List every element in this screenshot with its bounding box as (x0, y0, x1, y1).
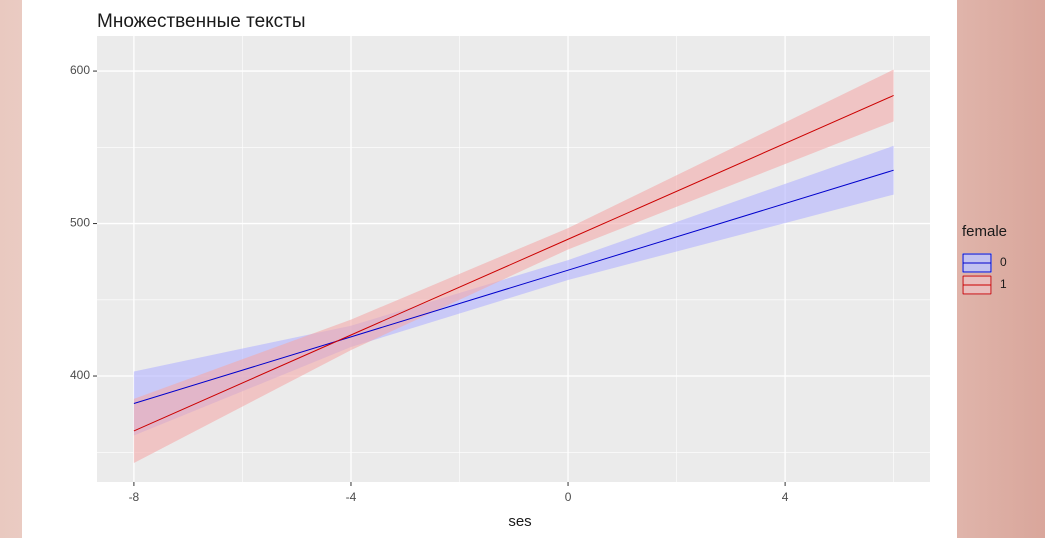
legend-label: 1 (1000, 277, 1007, 291)
x-tick-label: 4 (782, 490, 789, 504)
x-tick-label: 0 (565, 490, 572, 504)
line (133, 169, 894, 404)
x-tick-label: -4 (346, 490, 357, 504)
x-tick-label: -8 (129, 490, 140, 504)
confidence-band (133, 69, 894, 463)
line (133, 95, 894, 432)
legend-title: female (962, 223, 1007, 240)
chart-title: Множественные тексты (97, 11, 306, 32)
y-tick-label: 600 (70, 63, 90, 77)
legend-label: 0 (1000, 255, 1007, 269)
y-tick-label: 500 (70, 216, 90, 230)
y-tick-label: 400 (70, 368, 90, 382)
confidence-band (133, 145, 894, 436)
x-axis-label: ses (508, 513, 531, 530)
